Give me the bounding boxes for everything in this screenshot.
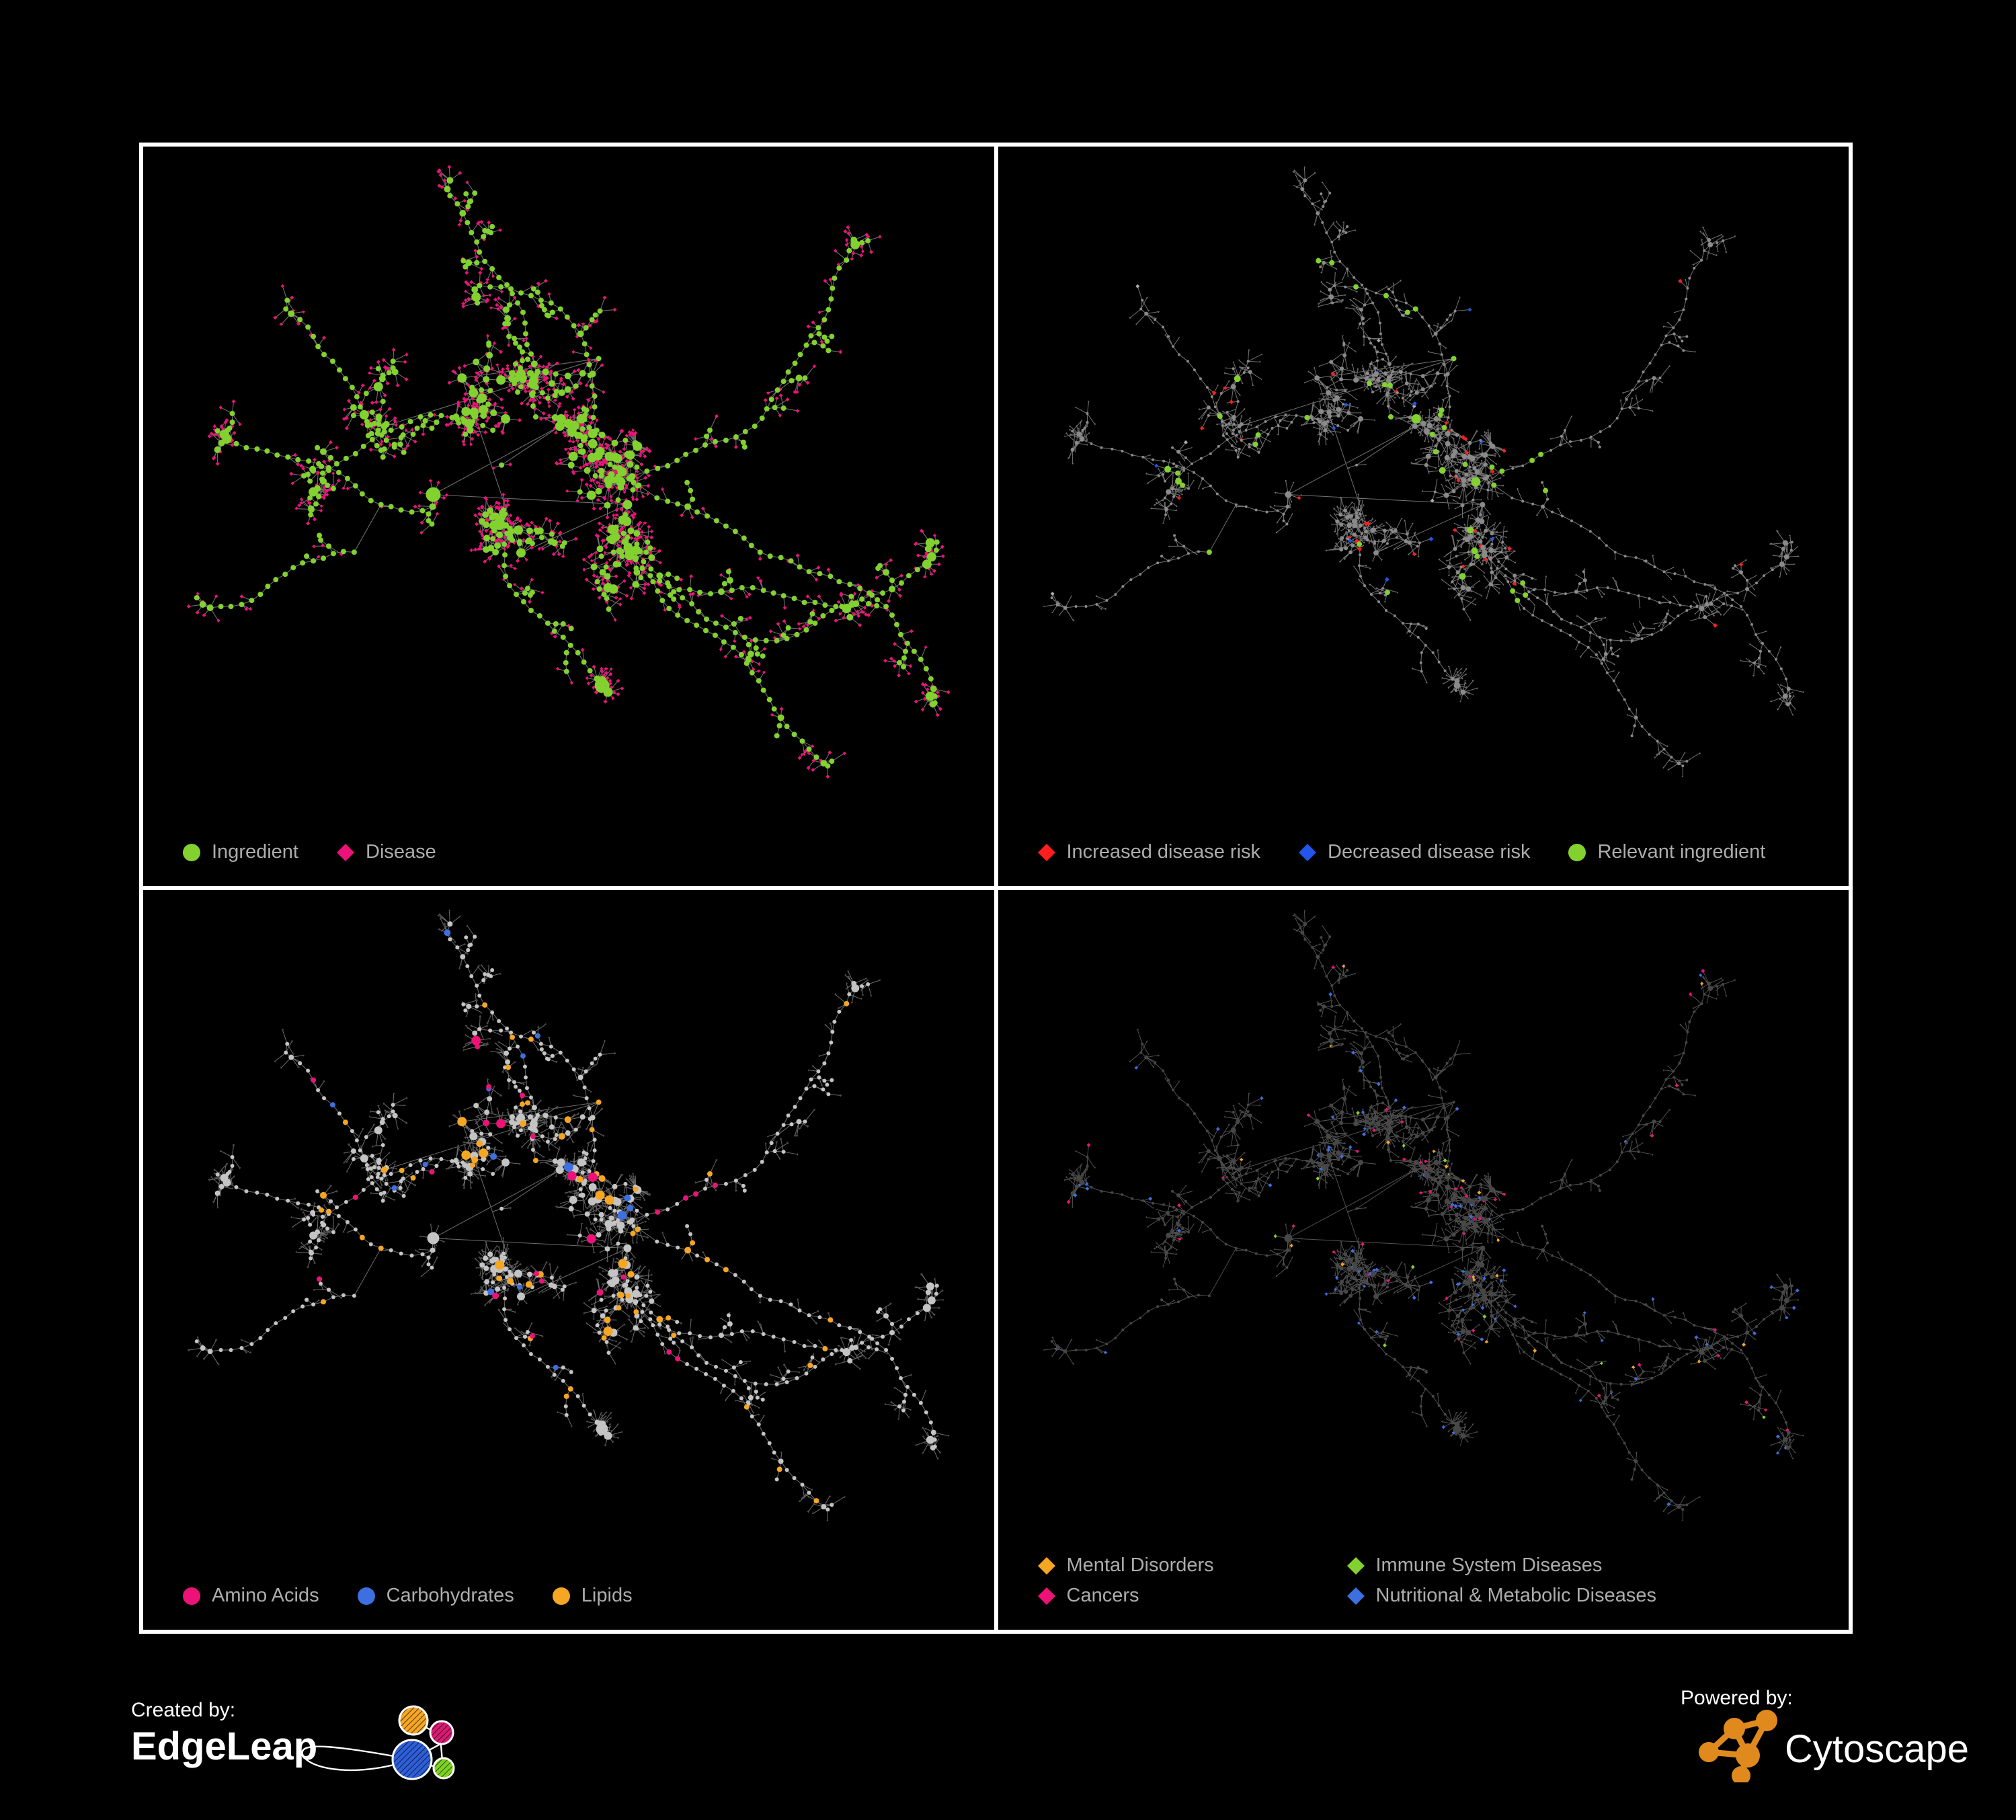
svg-text:Cytoscape: Cytoscape [1785,1727,1969,1771]
svg-text:Powered by:: Powered by: [1681,1687,1793,1709]
svg-text:Created by:: Created by: [131,1699,235,1721]
svg-text:EdgeLeap: EdgeLeap [131,1725,317,1768]
